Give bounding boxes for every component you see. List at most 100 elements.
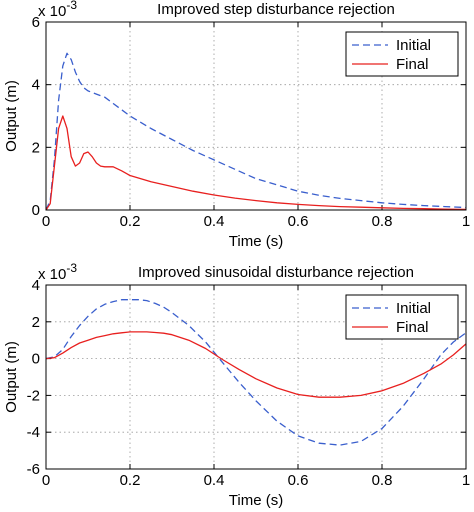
data-point-final — [62, 115, 63, 116]
y-tick-label: 4 — [32, 77, 40, 94]
data-point-final — [402, 383, 403, 384]
data-point-final — [100, 166, 101, 167]
data-point-final — [213, 194, 214, 195]
data-point-initial — [71, 336, 72, 337]
data-point-final — [79, 162, 80, 163]
data-point-initial — [129, 299, 130, 300]
y-tick-label: 0 — [32, 351, 40, 368]
data-point-final — [87, 340, 88, 341]
data-point-initial — [381, 202, 382, 203]
data-point-final — [96, 337, 97, 338]
data-point-final — [171, 186, 172, 187]
data-point-final — [62, 352, 63, 353]
data-point-final — [83, 153, 84, 154]
data-point-final — [318, 397, 319, 398]
data-point-final — [297, 204, 298, 205]
x-tick-label: 0 — [42, 472, 50, 489]
x-tick-label: 1 — [462, 472, 470, 489]
data-point-final — [276, 387, 277, 388]
data-point-initial — [192, 150, 193, 151]
data-point-initial — [318, 443, 319, 444]
data-point-final — [402, 208, 403, 209]
x-tick-label: 0.6 — [288, 213, 309, 230]
data-point-initial — [75, 72, 76, 73]
series-line-initial — [46, 52, 466, 210]
data-point-final — [146, 331, 147, 332]
data-point-initial — [79, 325, 80, 326]
data-point-initial — [96, 308, 97, 309]
data-point-initial — [79, 81, 80, 82]
data-point-initial — [113, 103, 114, 104]
data-point-initial — [239, 382, 240, 383]
legend-label-initial: Initial — [396, 37, 431, 54]
data-point-final — [71, 156, 72, 157]
data-point-final — [155, 332, 156, 333]
data-point-final — [138, 331, 139, 332]
axes-box — [45, 21, 467, 211]
data-point-final — [129, 331, 130, 332]
x-axis-label: Time (s) — [229, 233, 283, 250]
exponent-base: x 10 — [38, 3, 66, 20]
data-point-initial — [339, 198, 340, 199]
data-point-final — [66, 128, 67, 129]
x-tick-label: 0.6 — [288, 472, 309, 489]
series-line-final — [46, 331, 466, 398]
data-point-initial — [62, 65, 63, 66]
data-point-final — [453, 354, 454, 355]
data-point-final — [381, 207, 382, 208]
data-point-final — [297, 394, 298, 395]
data-point-initial — [297, 191, 298, 192]
legend: Initial Final — [345, 294, 459, 340]
data-point-initial — [402, 204, 403, 205]
data-point-initial — [121, 109, 122, 110]
data-point-initial — [171, 139, 172, 140]
data-point-final — [121, 332, 122, 333]
data-point-final — [150, 181, 151, 182]
data-point-initial — [129, 115, 130, 116]
data-point-initial — [276, 421, 277, 422]
legend-label-initial: Initial — [396, 300, 431, 317]
data-point-final — [113, 166, 114, 167]
chart-panel-2: 0 0.2 0.4 0.6 0.8 1 -6 -4 -2 0 2 4 Improved sinusoid… — [3, 261, 470, 509]
data-point-initial — [155, 303, 156, 304]
data-point-initial — [146, 300, 147, 301]
axis-exponent: x 10-3 — [38, 261, 77, 283]
y-tick-label: -4 — [27, 424, 40, 441]
x-tick-label: 0.4 — [204, 472, 225, 489]
data-point-initial — [87, 90, 88, 91]
data-point-final — [50, 203, 51, 204]
data-point-initial — [255, 178, 256, 179]
data-point-final — [192, 191, 193, 192]
data-point-final — [171, 334, 172, 335]
legend-box — [345, 294, 459, 340]
exponent-power: -3 — [66, 261, 77, 275]
data-point-initial — [104, 304, 105, 305]
data-point-final — [339, 206, 340, 207]
data-point-final — [255, 378, 256, 379]
data-point-initial — [163, 306, 164, 307]
data-point-final — [163, 333, 164, 334]
data-point-final — [71, 347, 72, 348]
data-point-final — [381, 390, 382, 391]
x-tick-label: 0.2 — [120, 472, 141, 489]
data-point-initial — [234, 169, 235, 170]
data-point-final — [113, 333, 114, 334]
data-point-final — [205, 348, 206, 349]
data-point-initial — [150, 128, 151, 129]
data-point-final — [104, 335, 105, 336]
data-point-final — [54, 357, 55, 358]
data-point-final — [79, 342, 80, 343]
data-point-initial — [222, 362, 223, 363]
data-point-initial — [205, 341, 206, 342]
data-point-final — [104, 166, 105, 167]
chart-title: Improved step disturbance rejection — [157, 1, 395, 18]
series-line-final — [46, 115, 466, 210]
data-point-final — [318, 205, 319, 206]
data-point-initial — [423, 205, 424, 206]
y-tick-label: -6 — [27, 461, 40, 478]
data-point-final — [58, 128, 59, 129]
y-tick-label: 2 — [32, 314, 40, 331]
data-point-final — [423, 208, 424, 209]
legend: Initial Final — [345, 31, 459, 77]
